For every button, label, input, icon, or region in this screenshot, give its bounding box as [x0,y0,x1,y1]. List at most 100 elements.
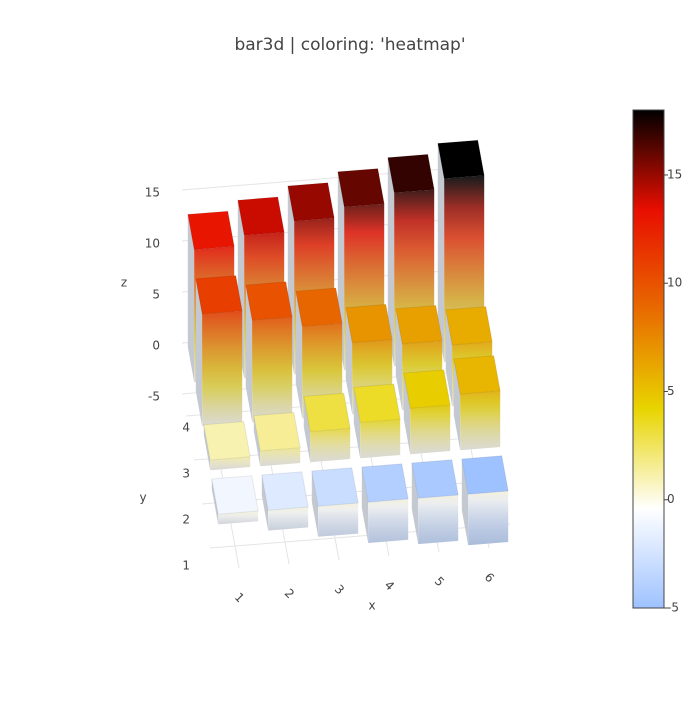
bar-side [445,309,453,407]
colorbar-tick-label: 5 [667,384,675,398]
y-tick-label: 4 [182,421,190,435]
z-tick-label: 0 [152,339,160,353]
bar [253,411,301,467]
bar-front [468,491,509,546]
y-tick-label: 1 [182,559,190,573]
chart-title: bar3d | coloring: 'heatmap' [234,35,465,55]
bar-front [268,507,309,531]
bar-top [195,275,243,315]
bar [353,383,401,459]
bar-side [353,387,361,459]
bar-top [245,281,293,321]
colorbar [632,109,665,609]
bar-top [237,196,285,236]
y-tick-label: 2 [182,513,190,527]
bar-side [311,471,319,537]
bar-front [218,511,259,525]
bar-top [287,182,335,222]
bar [195,275,243,427]
bar-top [203,421,251,461]
bar [245,281,293,423]
z-tick-label: 10 [145,237,160,251]
bar-top [303,392,351,433]
grid-line [181,165,483,191]
bar-top [261,471,309,511]
bar-top [387,153,435,194]
y-axis-title: y [139,491,146,505]
bar-front [210,456,251,471]
colorbar-tick-label: 10 [667,276,682,290]
bar-side [261,475,269,531]
x-tick-label: 2 [282,586,297,601]
x-tick-label: 1 [232,590,247,605]
bar-side [253,415,261,467]
bar-front [418,495,459,545]
bar-side [187,214,195,383]
bar [203,421,251,471]
colorbar-tick-label: -5 [667,601,679,615]
z-tick-label: 5 [152,288,160,302]
bar [403,369,451,455]
bar-top [453,355,501,395]
x-tick-label: 3 [332,582,347,597]
bar-side [361,467,369,543]
bar [461,455,509,546]
bar-side [395,308,403,411]
bar-front [410,405,451,455]
colorbar-tick-label: 0 [667,492,675,506]
bar-top [187,210,235,251]
bar-side [453,358,461,451]
x-axis-title: x [368,599,375,613]
bar-top [395,304,443,345]
bar-top [353,383,401,424]
bar-top [211,475,259,515]
y-tick-label: 3 [182,467,190,481]
bar-side [211,479,219,525]
z-axis-title: z [121,276,127,290]
bar-side [411,463,419,545]
bar-top [361,463,409,503]
bar-side [245,285,253,423]
x-tick-label: 6 [482,570,497,585]
bar-side [387,157,395,367]
bar-front [202,310,243,427]
colorbar-tick-label: 15 [667,167,682,181]
bar-top [461,455,509,495]
bar-front [360,419,401,459]
bar-side [203,424,211,471]
bar-front [460,390,501,451]
bar-side [461,459,469,546]
bar-side [345,307,353,415]
bar-front [318,503,359,537]
bar-side [195,278,203,427]
x-tick-label: 5 [432,574,447,589]
grid-line [209,523,511,549]
bar-front [252,317,293,423]
bar-side [403,373,411,455]
z-tick-label: -5 [148,390,160,404]
bar-top [337,168,385,208]
x-tick-label: 4 [382,578,397,593]
bar [311,467,359,537]
bar-top [411,459,459,499]
bar [261,471,309,531]
bar-front [260,447,301,467]
bar [211,475,259,525]
bar-side [303,396,311,463]
bar-front [310,428,351,463]
bar [453,355,501,451]
bar [361,463,409,543]
bar-top [437,139,485,180]
bar-top [345,303,393,344]
bar-top [295,287,343,327]
bar [303,392,351,463]
bar-top [253,411,301,452]
bar-top [403,369,451,409]
bar [345,303,393,415]
bar-side [437,143,445,363]
bar [411,459,459,545]
bar-front [368,499,409,543]
z-tick-label: 15 [145,186,160,200]
bar-top [311,467,359,507]
